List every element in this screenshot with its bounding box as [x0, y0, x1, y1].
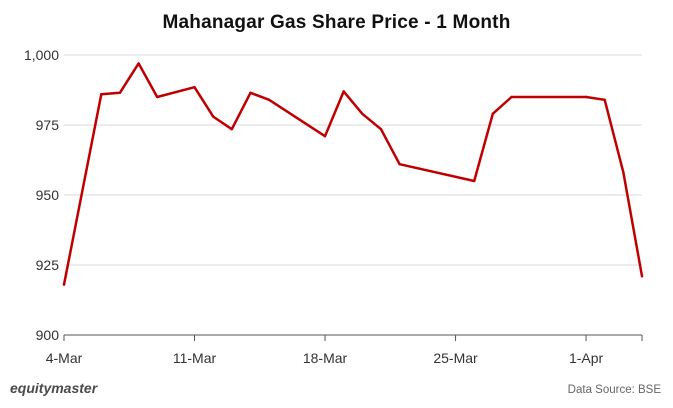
y-grid [64, 54, 642, 266]
x-tick-label: 25-Mar [433, 350, 478, 366]
x-tick-label: 18-Mar [303, 350, 348, 366]
data-point [622, 171, 625, 174]
data-point [342, 90, 345, 93]
y-tick-labels: 900 925 950 975 1,000 [24, 47, 59, 343]
data-point [156, 95, 159, 99]
price-series-line [62, 62, 644, 286]
data-point [379, 128, 383, 131]
data-point [249, 91, 252, 95]
data-point [472, 179, 476, 183]
y-tick-label: 975 [36, 117, 60, 133]
y-tick-label: 900 [36, 327, 60, 343]
data-point [323, 135, 327, 138]
data-point [230, 128, 234, 131]
data-point [361, 112, 364, 116]
x-tick-label: 1-Apr [569, 350, 604, 366]
data-point [62, 283, 66, 286]
data-point [603, 98, 606, 102]
data-point [211, 115, 215, 118]
x-ticks [63, 335, 643, 341]
x-tick-labels: 4-Mar 11-Mar 18-Mar 25-Mar 1-Apr [46, 350, 604, 366]
x-tick-label: 11-Mar [173, 350, 217, 366]
data-point [398, 163, 401, 166]
data-point [491, 112, 495, 116]
data-source-label: Data Source: BSE [567, 384, 661, 396]
data-point [137, 62, 140, 65]
data-point [640, 275, 644, 278]
y-tick-label: 1,000 [24, 47, 59, 63]
x-tick-label: 4-Mar [46, 350, 83, 366]
data-point [510, 95, 513, 99]
y-tick-label: 950 [36, 187, 60, 203]
data-point [100, 93, 103, 96]
data-point [118, 91, 122, 95]
chart-title: Mahanagar Gas Share Price - 1 Month [162, 12, 511, 33]
data-point [584, 95, 588, 99]
equitymaster-logo: equitymaster [10, 380, 98, 396]
data-point [267, 98, 271, 102]
series-points [62, 62, 644, 286]
y-tick-label: 925 [36, 257, 60, 273]
data-point [193, 86, 196, 89]
